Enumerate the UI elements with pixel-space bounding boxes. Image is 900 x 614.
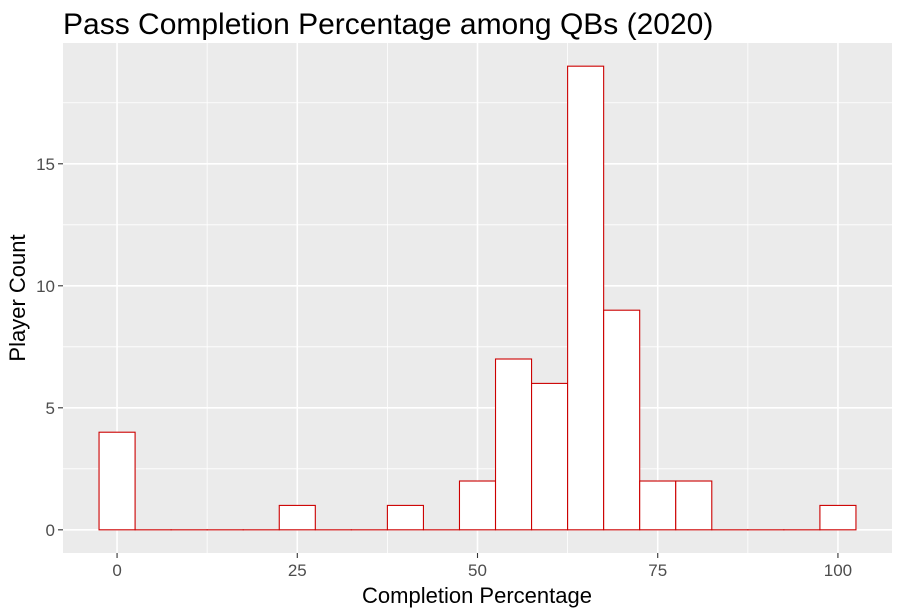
x-tick-label: 0 <box>112 561 121 580</box>
histogram-bar <box>675 480 713 531</box>
x-axis-title: Completion Percentage <box>362 583 592 608</box>
y-axis-ticks: 0 5 10 15 <box>36 155 63 540</box>
histogram-bar <box>458 480 497 531</box>
y-tick-label: 0 <box>46 521 55 540</box>
x-tick-label: 50 <box>468 561 487 580</box>
y-tick-label: 10 <box>36 277 55 296</box>
histogram-bars <box>98 65 857 531</box>
histogram-bar <box>531 382 569 531</box>
histogram-bar <box>567 65 605 531</box>
chart-title: Pass Completion Percentage among QBs (20… <box>63 8 713 41</box>
x-tick-label: 25 <box>288 561 307 580</box>
x-axis-ticks: 0 25 50 75 100 <box>112 553 852 580</box>
x-tick-label: 100 <box>824 561 852 580</box>
histogram-bar <box>819 504 857 531</box>
histogram-bar <box>494 358 533 531</box>
histogram-bar <box>386 504 424 531</box>
histogram-bar <box>603 309 641 531</box>
y-axis-title: Player Count <box>5 234 30 361</box>
histogram-bar <box>98 431 136 531</box>
y-tick-label: 5 <box>46 399 55 418</box>
y-tick-label: 15 <box>36 155 55 174</box>
histogram-bar <box>278 504 316 531</box>
histogram-bar <box>639 480 677 531</box>
x-tick-label: 75 <box>648 561 667 580</box>
